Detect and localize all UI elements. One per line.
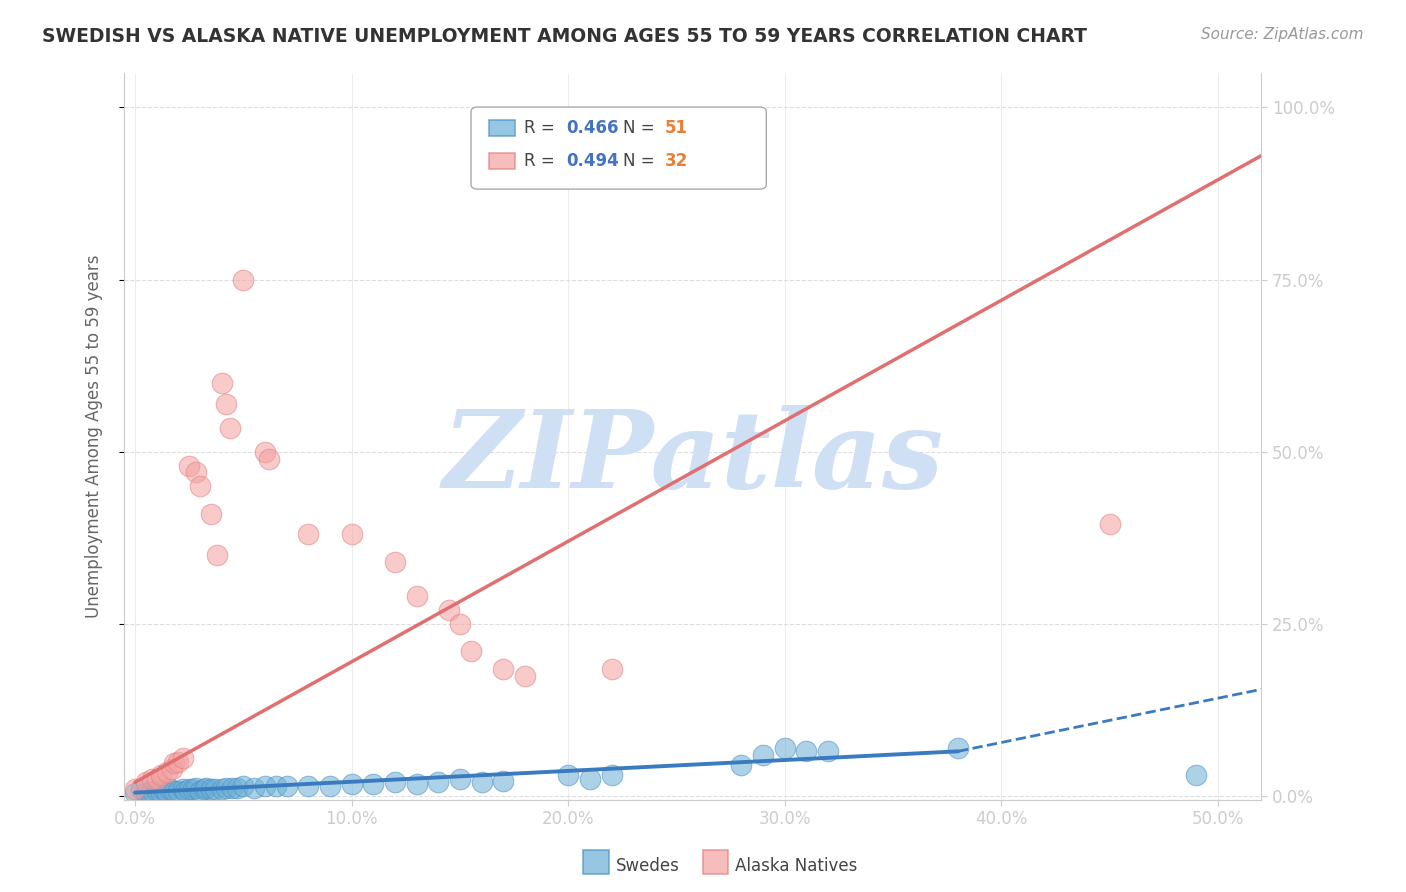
Point [319,779,342,793]
Point [340,527,363,541]
Text: 51: 51 [665,119,688,136]
Point [211,782,233,797]
Point [513,668,536,682]
Point [264,779,287,793]
Point [124,782,146,797]
Point [946,740,969,755]
Point [253,779,276,793]
Point [437,603,460,617]
Point [215,780,238,795]
Point [259,451,281,466]
Point [156,764,179,779]
Point [232,272,254,286]
Point [600,662,623,676]
Point [460,644,482,658]
Point [200,782,222,797]
Text: Alaska Natives: Alaska Natives [735,857,858,875]
Point [449,616,471,631]
Point [221,780,243,795]
Text: ZIPatlas: ZIPatlas [441,405,943,511]
Text: Swedes: Swedes [616,857,679,875]
Point [752,747,775,762]
Point [204,782,226,797]
Point [184,780,207,795]
Point [200,507,222,521]
Point [796,744,818,758]
Point [427,775,450,789]
Y-axis label: Unemployment Among Ages 55 to 59 years: Unemployment Among Ages 55 to 59 years [86,254,103,618]
Point [184,466,207,480]
Point [179,782,201,797]
Point [253,444,276,458]
Point [188,479,211,493]
Point [492,662,515,676]
Point [173,783,195,797]
Point [405,777,427,791]
Point [276,779,298,793]
Point [135,775,157,789]
Point [156,786,179,800]
Point [730,758,752,772]
Point [145,784,167,798]
Point [384,555,406,569]
Point [232,779,254,793]
Point [492,773,515,788]
Point [135,786,157,800]
Text: 0.494: 0.494 [567,152,620,169]
Point [215,396,238,410]
Text: N =: N = [623,119,659,136]
Point [149,768,172,782]
Point [449,772,471,786]
Point [193,782,215,797]
Point [163,783,186,797]
Text: N =: N = [623,152,659,169]
Point [297,779,319,793]
Point [579,772,602,786]
Point [340,777,363,791]
Point [195,780,218,795]
Point [167,755,190,769]
Point [1185,768,1208,782]
Point [159,782,181,797]
Point [557,768,579,782]
Point [179,458,201,473]
Point [405,590,427,604]
Text: 32: 32 [665,152,689,169]
Point [149,786,172,800]
Point [131,782,153,797]
Point [1098,517,1121,532]
Point [139,786,162,800]
Point [145,772,167,786]
Point [243,780,266,795]
Text: 0.466: 0.466 [567,119,619,136]
Point [141,772,163,786]
Point [160,762,183,776]
Point [172,782,194,797]
Point [188,783,211,797]
Point [225,780,247,795]
Point [773,740,796,755]
Point [141,783,163,797]
Text: R =: R = [524,119,561,136]
Point [152,782,174,797]
Point [167,784,190,798]
Point [361,777,384,791]
Point [297,527,319,541]
Point [211,376,233,390]
Point [183,782,205,797]
Text: Source: ZipAtlas.com: Source: ZipAtlas.com [1201,27,1364,42]
Point [219,420,242,434]
Point [600,768,623,782]
Point [470,775,492,789]
Point [124,786,146,800]
Point [163,756,186,770]
Text: SWEDISH VS ALASKA NATIVE UNEMPLOYMENT AMONG AGES 55 TO 59 YEARS CORRELATION CHAR: SWEDISH VS ALASKA NATIVE UNEMPLOYMENT AM… [42,27,1087,45]
Point [384,775,406,789]
Point [817,744,839,758]
Text: R =: R = [524,152,561,169]
Point [207,548,229,562]
Point [172,751,194,765]
